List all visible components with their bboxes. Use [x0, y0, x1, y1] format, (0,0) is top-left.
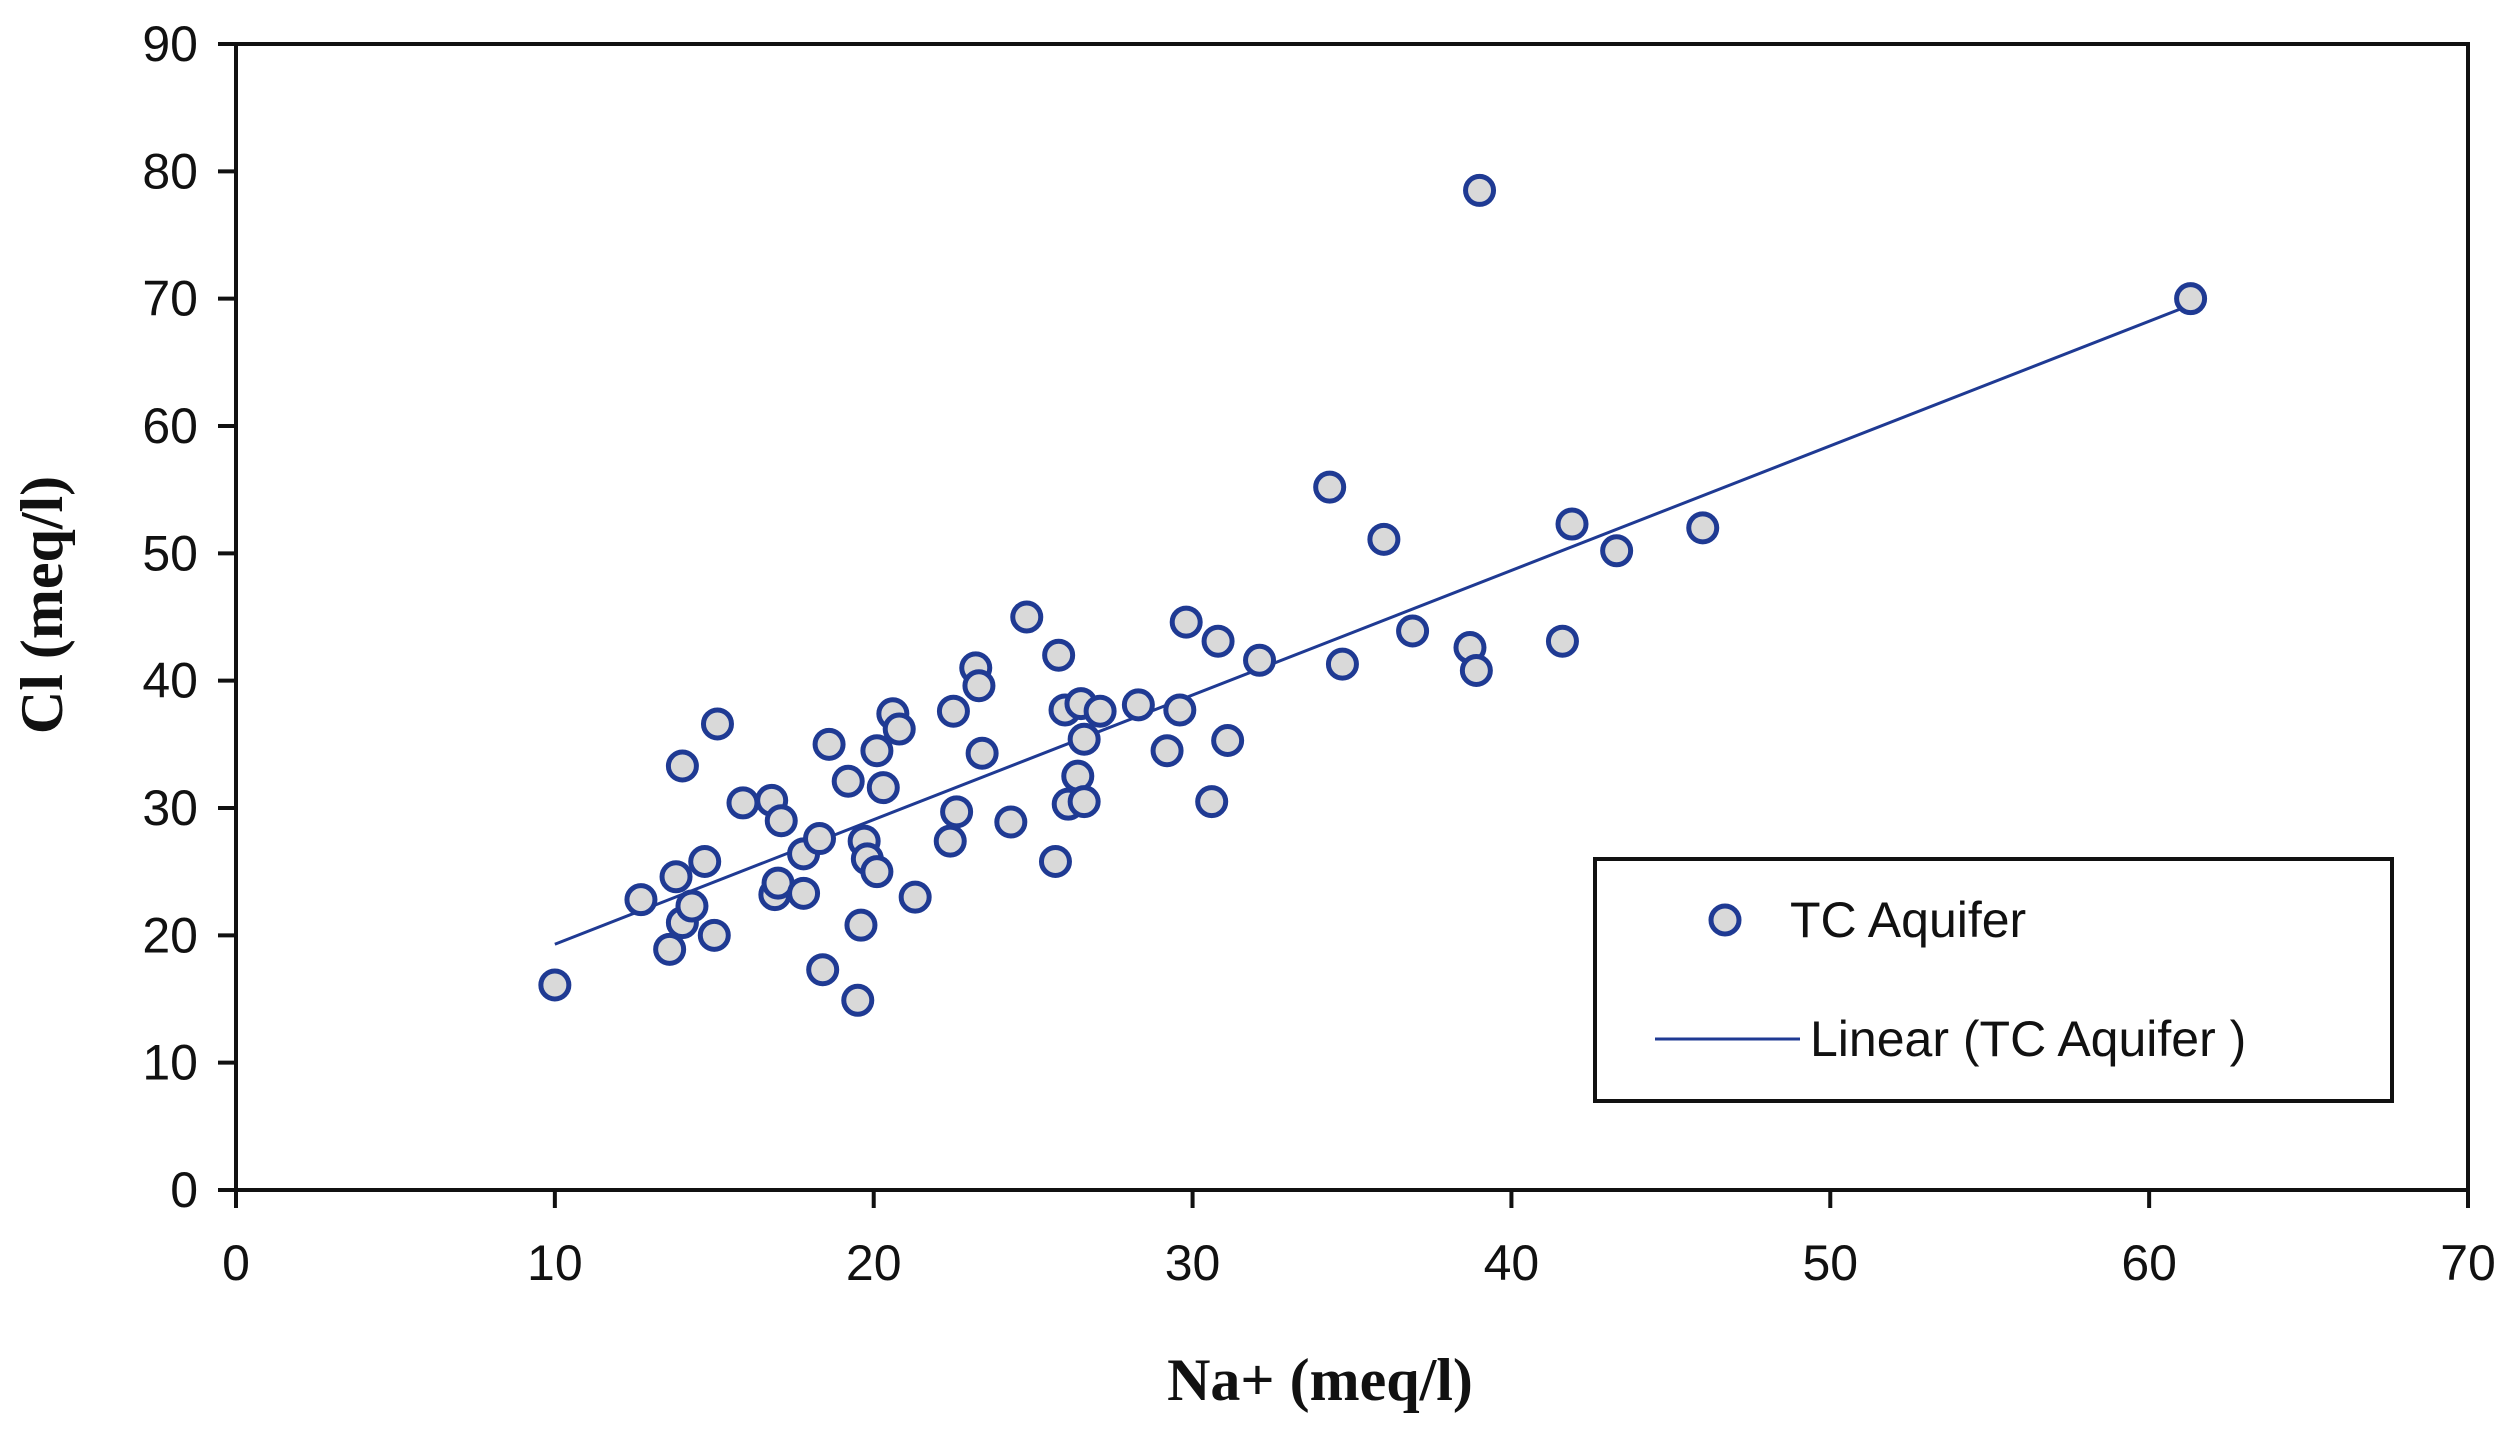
- x-tick-label: 10: [527, 1235, 583, 1291]
- data-point: [653, 932, 687, 966]
- data-point: [936, 694, 970, 728]
- data-point: [1545, 624, 1579, 658]
- data-point: [1325, 647, 1359, 681]
- data-point: [1042, 638, 1076, 672]
- data-point: [1686, 511, 1720, 545]
- x-axis-title: Na+ (meq/l): [1167, 1347, 1473, 1413]
- y-tick-label: 90: [142, 16, 198, 72]
- data-point: [538, 968, 572, 1002]
- data-point: [866, 771, 900, 805]
- data-point: [844, 908, 878, 942]
- y-axis-title: Cl (meq/l): [9, 476, 75, 734]
- legend-scatter-marker: [1708, 903, 1742, 937]
- y-tick-label: 70: [142, 271, 198, 327]
- y-tick-label: 80: [142, 143, 198, 199]
- data-point: [2174, 282, 2208, 316]
- data-point: [803, 822, 837, 856]
- x-tick-label: 0: [222, 1235, 250, 1291]
- legend-line-label: Linear (TC Aquifer ): [1810, 1011, 2246, 1067]
- data-point: [831, 764, 865, 798]
- data-point: [1396, 614, 1430, 648]
- data-point: [688, 844, 722, 878]
- data-point: [1169, 605, 1203, 639]
- plot-frame: [234, 42, 2470, 1192]
- y-tick-label: 0: [170, 1162, 198, 1218]
- data-point: [962, 669, 996, 703]
- data-point: [1038, 844, 1072, 878]
- data-point: [787, 876, 821, 910]
- data-point: [1201, 624, 1235, 658]
- data-point: [812, 727, 846, 761]
- data-point: [665, 749, 699, 783]
- data-point: [965, 736, 999, 770]
- data-point: [1555, 507, 1589, 541]
- data-point: [1121, 688, 1155, 722]
- data-point: [841, 983, 875, 1017]
- y-tick-label: 40: [142, 653, 198, 709]
- data-point: [764, 804, 798, 838]
- legend-scatter-label: TC Aquifer: [1790, 892, 2026, 948]
- data-point: [1083, 694, 1117, 728]
- data-point: [624, 883, 658, 917]
- x-tick-label: 20: [846, 1235, 902, 1291]
- x-tick-label: 70: [2440, 1235, 2496, 1291]
- data-point: [898, 880, 932, 914]
- x-tick-label: 30: [1165, 1235, 1221, 1291]
- data-point: [994, 805, 1028, 839]
- data-point: [882, 712, 916, 746]
- data-point: [1600, 534, 1634, 568]
- data-point: [1211, 724, 1245, 758]
- y-tick-label: 30: [142, 780, 198, 836]
- data-point: [675, 889, 709, 923]
- data-point: [806, 953, 840, 987]
- data-point: [1150, 734, 1184, 768]
- data-point: [1163, 693, 1197, 727]
- data-point: [1367, 522, 1401, 556]
- data-point: [933, 824, 967, 858]
- legend-box: [1593, 857, 2394, 1103]
- data-point: [1243, 643, 1277, 677]
- data-point: [726, 786, 760, 820]
- y-tick-label: 60: [142, 398, 198, 454]
- data-point: [1067, 785, 1101, 819]
- y-tick-label: 50: [142, 525, 198, 581]
- data-point: [1459, 653, 1493, 687]
- legend: TC Aquifer Linear (TC Aquifer ): [1593, 857, 2394, 1103]
- data-point: [1067, 722, 1101, 756]
- data-point: [1313, 470, 1347, 504]
- data-point: [1195, 785, 1229, 819]
- y-tick-label: 10: [142, 1035, 198, 1091]
- x-tick-label: 40: [1484, 1235, 1540, 1291]
- data-point: [1010, 600, 1044, 634]
- data-point: [659, 860, 693, 894]
- data-point: [700, 707, 734, 741]
- data-point: [1463, 173, 1497, 207]
- data-point: [860, 855, 894, 889]
- data-point: [697, 918, 731, 952]
- data-point: [940, 795, 974, 829]
- x-tick-label: 50: [1802, 1235, 1858, 1291]
- x-tick-label: 60: [2121, 1235, 2177, 1291]
- y-tick-label: 20: [142, 907, 198, 963]
- data-point: [860, 734, 894, 768]
